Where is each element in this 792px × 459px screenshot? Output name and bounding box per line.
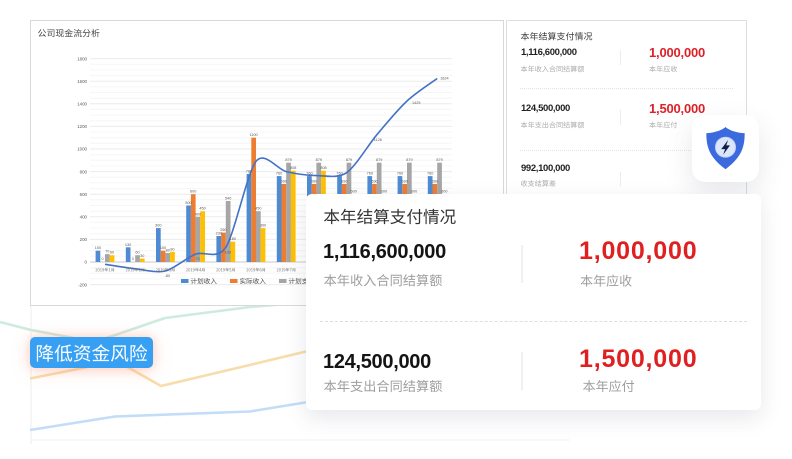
svg-text:180: 180 bbox=[230, 237, 236, 241]
svg-text:130: 130 bbox=[125, 243, 131, 247]
svg-text:70: 70 bbox=[105, 250, 109, 254]
svg-text:80: 80 bbox=[166, 249, 170, 253]
svg-text:300: 300 bbox=[260, 224, 266, 228]
svg-text:100: 100 bbox=[95, 246, 101, 250]
svg-text:690: 690 bbox=[371, 180, 377, 184]
svg-text:130: 130 bbox=[225, 250, 231, 254]
svg-text:690: 690 bbox=[311, 180, 317, 184]
svg-text:450: 450 bbox=[255, 207, 261, 211]
svg-text:100: 100 bbox=[160, 246, 166, 250]
svg-text:1425: 1425 bbox=[412, 101, 420, 105]
svg-text:450: 450 bbox=[199, 207, 205, 211]
svg-text:600: 600 bbox=[351, 190, 357, 194]
svg-text:600: 600 bbox=[381, 190, 387, 194]
svg-text:879: 879 bbox=[346, 158, 352, 162]
svg-text:760: 760 bbox=[276, 172, 282, 176]
svg-text:600: 600 bbox=[80, 192, 88, 197]
svg-text:1126: 1126 bbox=[374, 138, 382, 142]
svg-text:60: 60 bbox=[135, 251, 139, 255]
svg-text:690: 690 bbox=[402, 180, 408, 184]
svg-text:200: 200 bbox=[80, 237, 88, 242]
svg-text:760: 760 bbox=[367, 172, 373, 176]
svg-text:760: 760 bbox=[306, 172, 312, 176]
svg-text:70: 70 bbox=[195, 257, 199, 261]
svg-text:808: 808 bbox=[290, 166, 296, 170]
svg-text:1624: 1624 bbox=[440, 77, 448, 81]
svg-text:760: 760 bbox=[397, 172, 403, 176]
svg-text:879: 879 bbox=[316, 158, 322, 162]
svg-text:400: 400 bbox=[80, 215, 88, 220]
svg-text:1200: 1200 bbox=[77, 124, 87, 129]
svg-text:0: 0 bbox=[102, 257, 104, 261]
svg-text:808: 808 bbox=[320, 166, 326, 170]
svg-text:230: 230 bbox=[216, 232, 222, 236]
svg-text:879: 879 bbox=[376, 158, 382, 162]
svg-text:760: 760 bbox=[427, 172, 433, 176]
svg-text:879: 879 bbox=[436, 158, 442, 162]
svg-text:1800: 1800 bbox=[77, 56, 87, 61]
svg-text:400: 400 bbox=[195, 212, 201, 216]
svg-text:600: 600 bbox=[441, 190, 447, 194]
svg-text:690: 690 bbox=[432, 180, 438, 184]
svg-text:30: 30 bbox=[140, 254, 144, 258]
svg-text:879: 879 bbox=[406, 158, 412, 162]
svg-text:1400: 1400 bbox=[77, 102, 87, 107]
svg-text:879: 879 bbox=[285, 158, 291, 162]
svg-text:690: 690 bbox=[281, 180, 287, 184]
svg-text:500: 500 bbox=[185, 201, 191, 205]
svg-text:90: 90 bbox=[170, 247, 174, 251]
svg-text:1000: 1000 bbox=[77, 147, 87, 152]
svg-text:0: 0 bbox=[132, 257, 134, 261]
svg-text:1100: 1100 bbox=[250, 133, 258, 137]
svg-text:600: 600 bbox=[190, 190, 196, 194]
svg-text:-200: -200 bbox=[78, 282, 87, 287]
svg-text:-80: -80 bbox=[165, 274, 171, 278]
svg-text:780: 780 bbox=[246, 169, 252, 173]
svg-text:760: 760 bbox=[336, 172, 342, 176]
svg-text:600: 600 bbox=[411, 190, 417, 194]
svg-text:1600: 1600 bbox=[77, 79, 87, 84]
svg-text:0: 0 bbox=[85, 260, 88, 265]
svg-text:300: 300 bbox=[155, 224, 161, 228]
svg-text:690: 690 bbox=[341, 180, 347, 184]
svg-text:540: 540 bbox=[225, 197, 231, 201]
svg-text:800: 800 bbox=[80, 169, 88, 174]
svg-text:60: 60 bbox=[110, 251, 114, 255]
svg-text:260: 260 bbox=[220, 228, 226, 232]
